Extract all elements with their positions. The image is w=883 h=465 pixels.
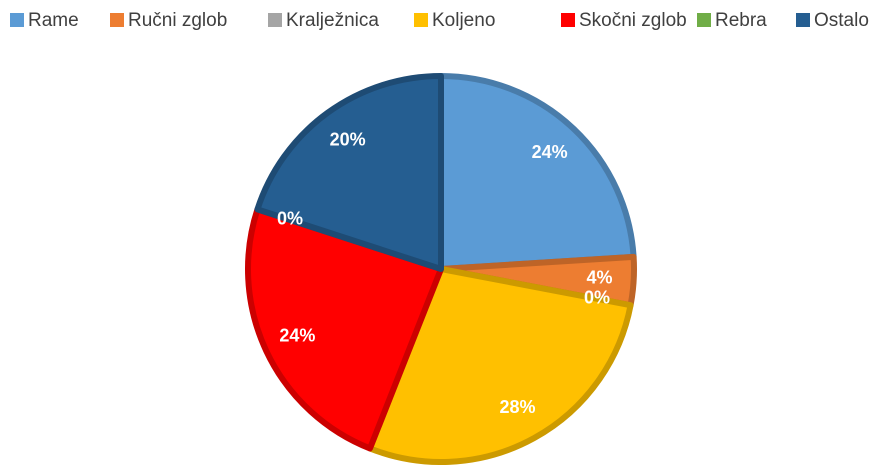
legend-swatch — [561, 13, 575, 27]
legend-label: Ručni zglob — [128, 10, 227, 31]
pie — [245, 73, 637, 465]
pie-slice — [366, 266, 634, 465]
legend-swatch — [110, 13, 124, 27]
legend-swatch — [10, 13, 24, 27]
data-label: 0% — [584, 287, 610, 307]
legend-label: Skočni zglob — [579, 10, 687, 31]
legend-label: Ostalo — [814, 10, 869, 31]
legend-swatch — [268, 13, 282, 27]
legend-label: Kralježnica — [286, 10, 379, 31]
pie-slice — [438, 73, 637, 272]
pie-slice — [245, 206, 444, 452]
legend-swatch — [697, 13, 711, 27]
legend-label: Koljeno — [432, 10, 495, 31]
legend-label: Rame — [28, 10, 79, 31]
legend-label: Rebra — [715, 10, 767, 31]
data-label: 4% — [586, 268, 612, 288]
legend-swatch — [796, 13, 810, 27]
pie-slice — [254, 73, 444, 272]
data-label: 0% — [277, 209, 303, 229]
data-label: 24% — [532, 142, 568, 162]
data-label: 24% — [279, 325, 315, 345]
legend-swatch — [414, 13, 428, 27]
data-label: 28% — [499, 397, 535, 417]
data-label: 20% — [330, 129, 366, 149]
